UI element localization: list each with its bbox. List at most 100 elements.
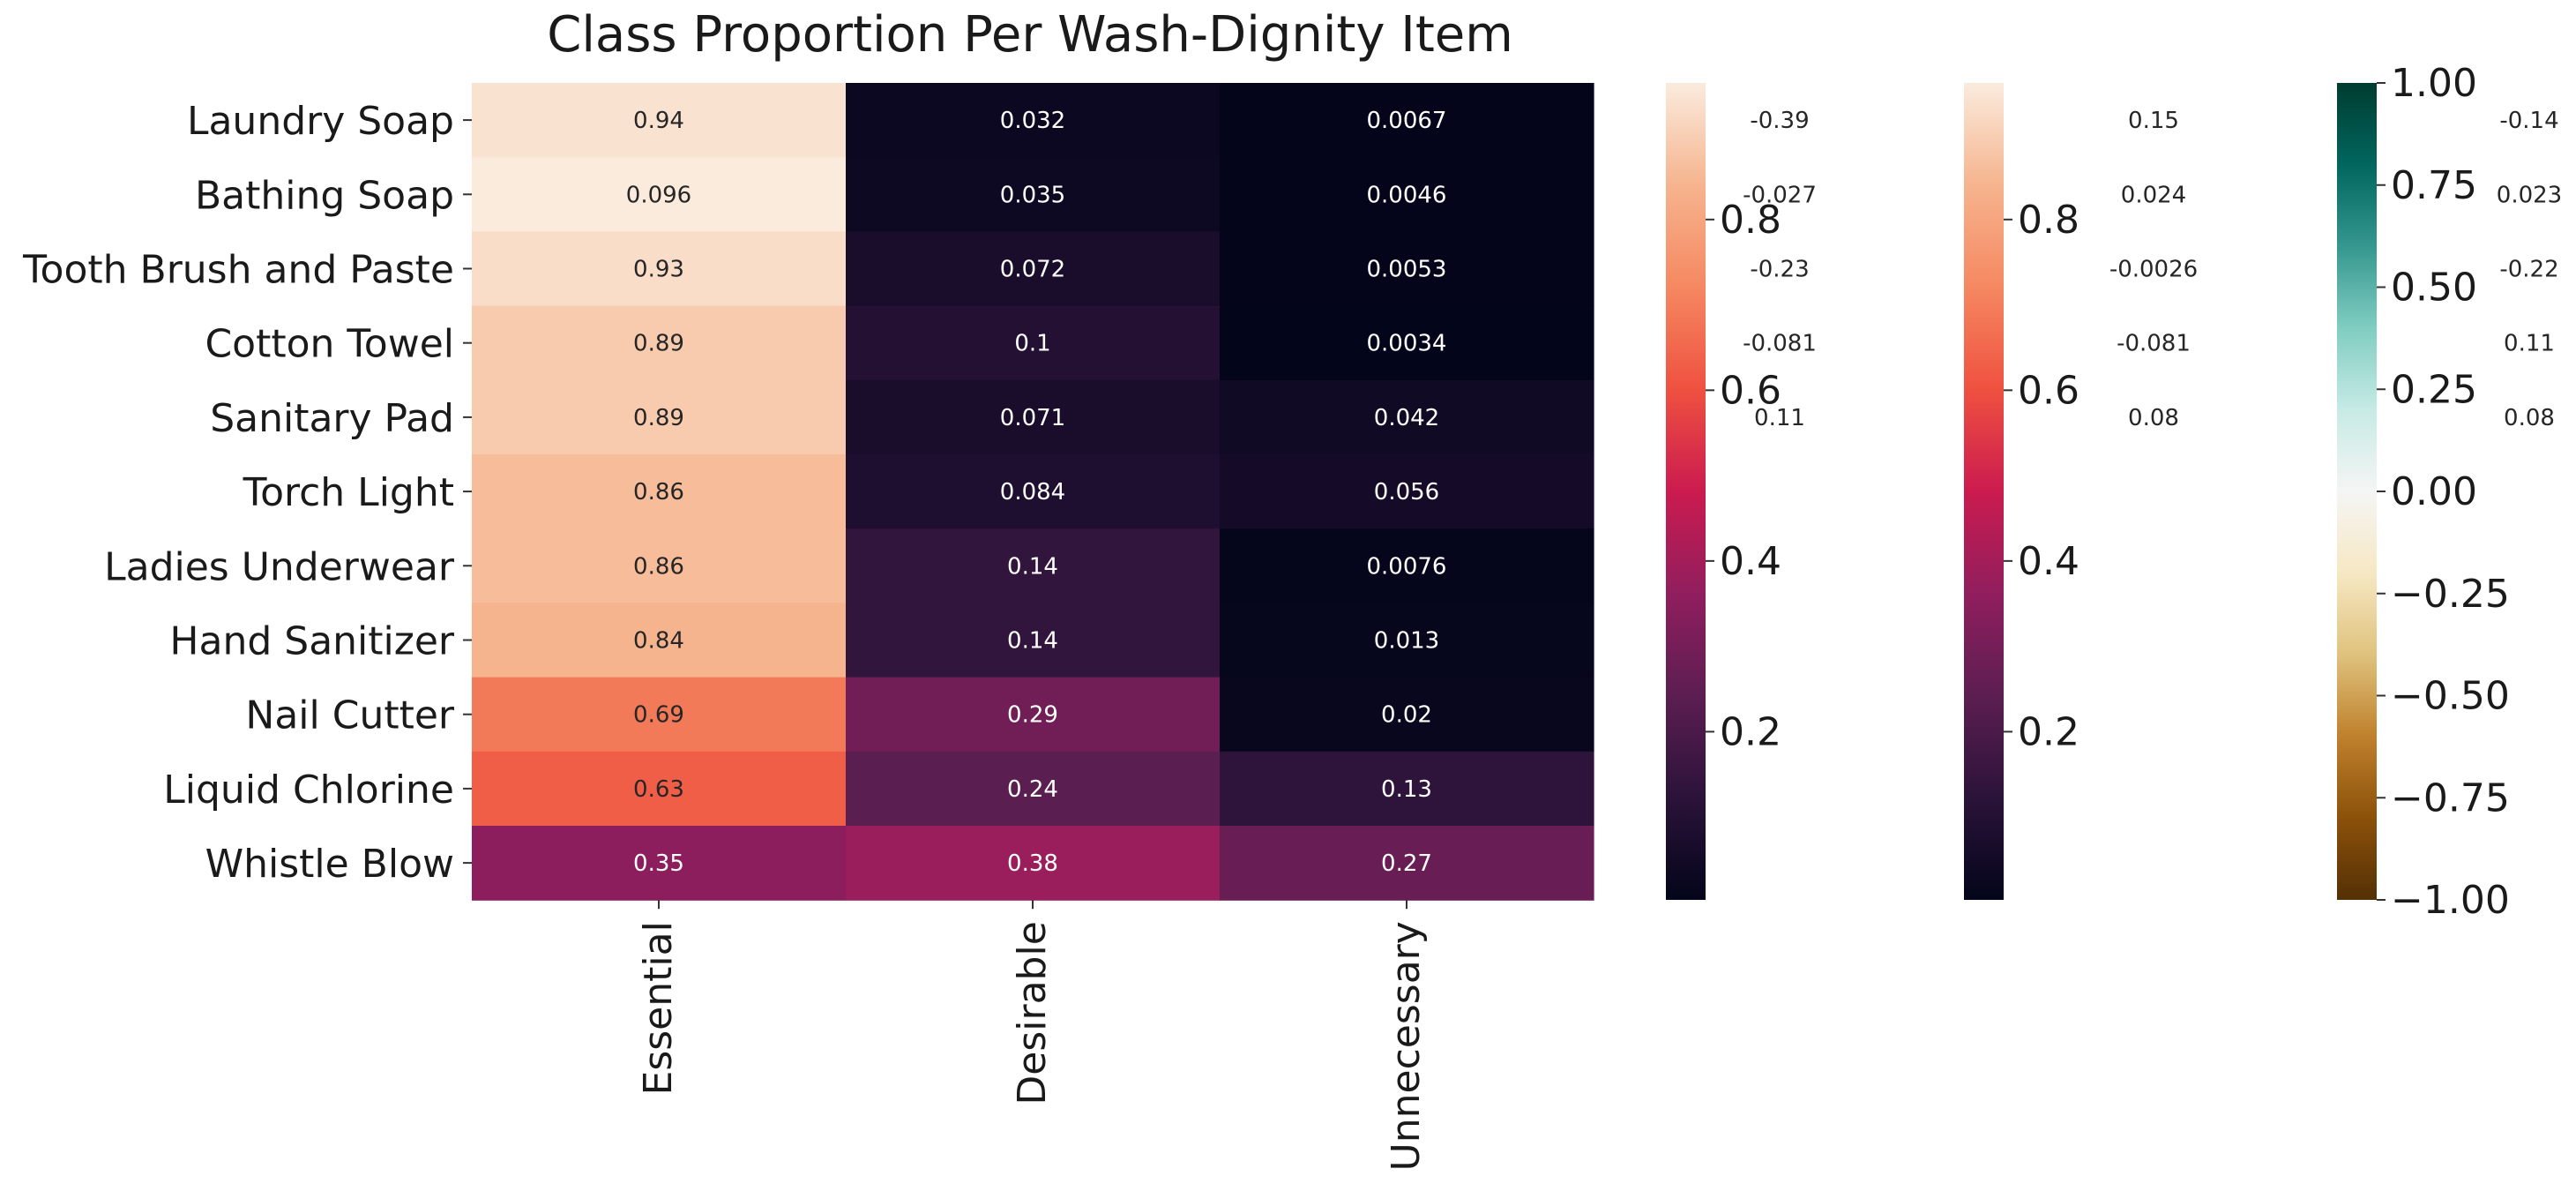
cell-annotation: 0.1 xyxy=(1014,331,1050,357)
heatmap-cell xyxy=(472,157,847,232)
heatmap-cell xyxy=(1220,305,1594,381)
cell-annotation: 0.38 xyxy=(1007,850,1058,877)
heatmap-cell xyxy=(846,231,1221,307)
colorbar-tick-label: 1.00 xyxy=(2391,61,2477,106)
heatmap-cell xyxy=(846,751,1221,827)
colorbar-tick-label: 0.2 xyxy=(1720,709,1781,754)
colorbar-tick-label: 0.8 xyxy=(2018,198,2079,243)
colorbar-tick-label: 0.6 xyxy=(2018,368,2079,413)
x-tick-label: Unnecessary xyxy=(1384,921,1429,1171)
cell-annotation: 0.02 xyxy=(1381,702,1432,729)
heatmap-cell xyxy=(846,83,1221,158)
cell-annotation: 0.042 xyxy=(1374,405,1439,431)
cell-annotation: 0.0053 xyxy=(1367,257,1447,283)
heatmap-cell xyxy=(472,454,847,529)
heatmap-cell xyxy=(1220,677,1594,753)
heatmap-cell xyxy=(1220,528,1594,603)
y-tick-label: Torch Light xyxy=(243,470,454,515)
cell-annotation: 0.27 xyxy=(1381,850,1432,877)
secondary-annotation: -0.14 xyxy=(2499,108,2558,134)
cell-annotation: 0.0046 xyxy=(1367,182,1447,208)
heatmap-cell xyxy=(1220,379,1594,455)
heatmap-cell xyxy=(472,677,847,753)
secondary-annotation: 0.11 xyxy=(1754,405,1805,431)
secondary-annotation: 0.15 xyxy=(2128,108,2179,134)
cell-annotation: 0.0076 xyxy=(1367,553,1447,580)
heatmap-cell xyxy=(846,528,1221,603)
secondary-annotation: 0.023 xyxy=(2497,182,2562,208)
secondary-annotation: -0.22 xyxy=(2499,257,2558,283)
heatmap-cell xyxy=(846,379,1221,455)
y-tick-label: Sanitary Pad xyxy=(210,396,454,441)
colorbar xyxy=(2337,83,2377,900)
heatmap-cell xyxy=(846,157,1221,232)
y-tick-label: Whistle Blow xyxy=(205,842,454,887)
cell-annotation: 0.69 xyxy=(633,702,684,729)
heatmap-cell xyxy=(1220,751,1594,827)
secondary-annotation: 0.11 xyxy=(2504,331,2555,357)
secondary-annotation: -0.081 xyxy=(1743,331,1817,357)
y-tick-label: Bathing Soap xyxy=(195,173,454,218)
heatmap-cell xyxy=(472,231,847,307)
cell-annotation: 0.94 xyxy=(633,108,684,134)
secondary-annotation: 0.08 xyxy=(2128,405,2179,431)
colorbar-tick-label: 0.00 xyxy=(2391,469,2477,514)
colorbar-tick-label: 0.50 xyxy=(2391,266,2477,311)
heatmap-cell xyxy=(472,379,847,455)
cell-annotation: 0.0034 xyxy=(1367,331,1447,357)
heatmap-cell xyxy=(846,454,1221,529)
y-tick-label: Laundry Soap xyxy=(187,99,454,144)
heatmap-cell xyxy=(472,83,847,158)
heatmap-cell xyxy=(846,826,1221,901)
cell-annotation: 0.93 xyxy=(633,257,684,283)
x-tick-label: Desirable xyxy=(1010,921,1055,1105)
cell-annotation: 0.056 xyxy=(1374,479,1439,506)
heatmap-cell xyxy=(1220,231,1594,307)
heatmap-cell xyxy=(846,677,1221,753)
secondary-annotation: -0.23 xyxy=(1750,257,1809,283)
colorbar-tick-label: 0.4 xyxy=(2018,539,2079,584)
colorbar xyxy=(1666,83,1706,900)
cell-annotation: 0.072 xyxy=(1000,257,1065,283)
colorbar-tick-label: −0.75 xyxy=(2391,775,2510,820)
heatmap-cell xyxy=(1220,603,1594,678)
heatmap-cell xyxy=(846,305,1221,381)
heatmap-cell xyxy=(472,305,847,381)
y-tick-label: Hand Sanitizer xyxy=(169,619,454,664)
cell-annotation: 0.84 xyxy=(633,628,684,655)
heatmap-cell xyxy=(1220,826,1594,901)
secondary-annotation: -0.39 xyxy=(1750,108,1809,134)
y-tick-label: Nail Cutter xyxy=(245,693,454,738)
chart-title: Class Proportion Per Wash-Dignity Item xyxy=(547,6,1513,64)
cell-annotation: 0.14 xyxy=(1007,553,1058,580)
heatmap-cell xyxy=(846,603,1221,678)
cell-annotation: 0.89 xyxy=(633,331,684,357)
secondary-annotation: 0.024 xyxy=(2121,182,2186,208)
heatmap-cell xyxy=(472,528,847,603)
cell-annotation: 0.89 xyxy=(633,405,684,431)
cell-annotation: 0.032 xyxy=(1000,108,1065,134)
cell-annotation: 0.035 xyxy=(1000,182,1065,208)
heatmap-cell xyxy=(472,826,847,901)
cell-annotation: 0.071 xyxy=(1000,405,1065,431)
cell-annotation: 0.13 xyxy=(1381,776,1432,803)
heatmap-cell xyxy=(1220,83,1594,158)
heatmap-cell xyxy=(472,751,847,827)
colorbar-tick-label: 0.8 xyxy=(1720,198,1781,243)
heatmap-cell xyxy=(472,603,847,678)
cell-annotation: 0.084 xyxy=(1000,479,1065,506)
colorbar xyxy=(1964,83,2004,900)
colorbar-tick-label: −0.25 xyxy=(2391,572,2510,617)
cell-annotation: 0.14 xyxy=(1007,628,1058,655)
heatmap-cell xyxy=(1220,454,1594,529)
heatmap-cells: 0.94 0.032 0.0067 0.096 0.035 0.0046 0.93 0.072… xyxy=(472,83,1594,901)
secondary-annotation: 0.08 xyxy=(2504,405,2555,431)
secondary-annotation: -0.027 xyxy=(1743,182,1817,208)
cell-annotation: 0.0067 xyxy=(1367,108,1447,134)
y-tick-label: Ladies Underwear xyxy=(104,544,455,589)
colorbar-tick-label: 0.25 xyxy=(2391,367,2477,412)
y-tick-label: Tooth Brush and Paste xyxy=(22,248,454,293)
colorbar-tick-label: −0.50 xyxy=(2391,674,2510,719)
cell-annotation: 0.096 xyxy=(626,182,691,208)
